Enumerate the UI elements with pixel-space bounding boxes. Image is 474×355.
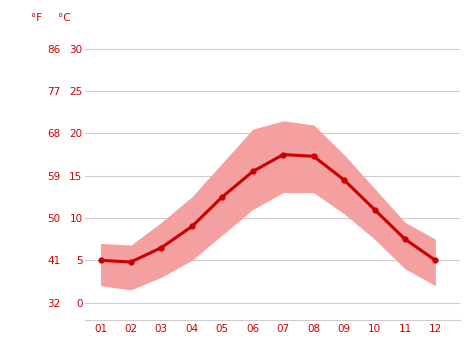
Text: °F: °F [31,13,42,23]
Text: °C: °C [58,13,71,23]
